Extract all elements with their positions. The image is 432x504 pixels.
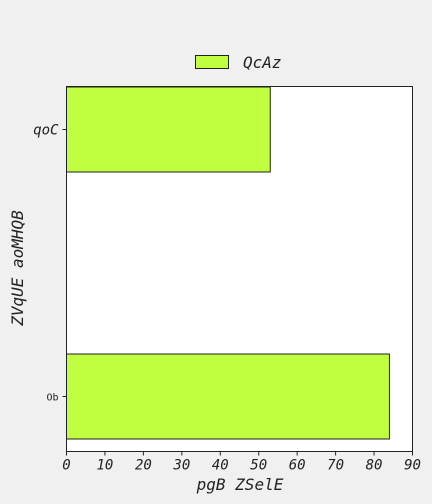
x-axis-label: pgB ZSelE — [196, 475, 284, 494]
x-tick-label: 50 — [250, 458, 267, 474]
x-tick-label: 10 — [97, 458, 114, 474]
x-tick-label: 80 — [366, 458, 383, 474]
legend-label: QcAz — [243, 53, 282, 72]
y-axis-ticks: qoC Ob — [33, 123, 67, 404]
y-tick-label: qoC — [33, 123, 59, 139]
bars-layer — [66, 86, 390, 440]
x-tick-label: 30 — [172, 458, 190, 474]
y-axis-label: ZVqUE aoMHQB — [8, 210, 27, 327]
legend: QcAz — [195, 53, 282, 72]
x-axis-ticks: 0 10 20 30 40 50 60 70 80 90 — [62, 451, 421, 474]
x-tick-label: 0 — [62, 458, 70, 474]
x-tick-label: 90 — [404, 458, 421, 474]
x-tick-label: 40 — [212, 458, 229, 474]
bar-qoC — [66, 86, 271, 173]
x-tick-label: 70 — [327, 458, 344, 474]
y-tick-label: Ob — [46, 393, 58, 404]
legend-swatch — [195, 55, 229, 69]
bar-Ob — [66, 353, 390, 440]
x-tick-label: 20 — [135, 458, 152, 474]
x-tick-label: 60 — [289, 458, 306, 474]
plot-frame — [66, 86, 413, 452]
